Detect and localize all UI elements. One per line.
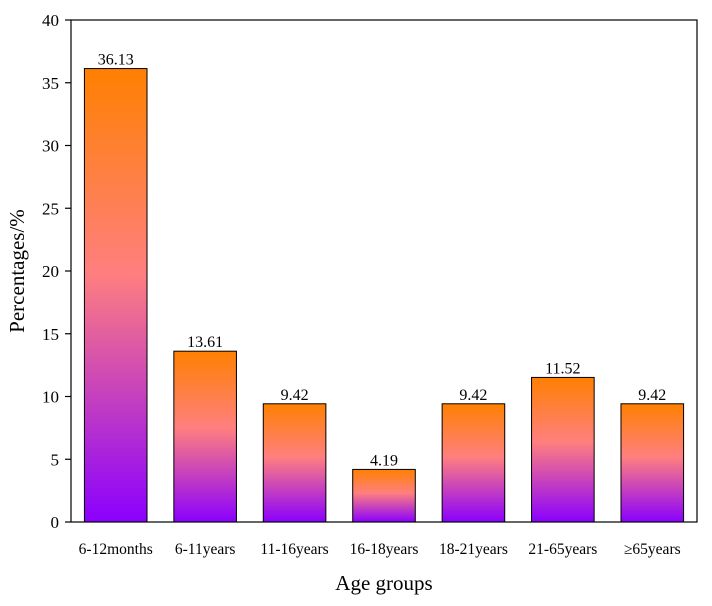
- data-label-6: 9.42: [638, 387, 666, 404]
- y-tick-label: 30: [42, 137, 59, 156]
- x-tick-label-5: 21-65years: [528, 541, 597, 558]
- x-tick-label-1: 6-11years: [175, 541, 236, 558]
- bar-2: [262, 403, 327, 523]
- x-tick-label-3: 16-18years: [350, 541, 419, 558]
- y-tick-label: 35: [42, 74, 59, 93]
- data-label-0: 36.13: [98, 52, 134, 69]
- data-label-4: 9.42: [459, 387, 487, 404]
- bar-4: [441, 403, 506, 523]
- plot-frame: [70, 19, 698, 523]
- y-axis-title: Percentages/%: [5, 209, 29, 333]
- bars-group: [83, 68, 685, 523]
- data-labels-group: 36.13 13.61 9.42 4.19 9.42 11.52 9.42: [98, 52, 667, 470]
- y-tick-label: 25: [42, 199, 59, 218]
- bar-3: [352, 468, 416, 523]
- data-label-2: 9.42: [281, 387, 309, 404]
- x-tick-label-6: ≥65years: [624, 541, 681, 558]
- y-tick-label: 40: [42, 11, 59, 30]
- x-axis-title: Age groups: [335, 571, 432, 595]
- bar-0: [83, 68, 148, 523]
- bar-5: [531, 376, 595, 523]
- y-tick-label: 10: [42, 388, 59, 407]
- y-tick-label: 15: [42, 325, 59, 344]
- data-label-5: 11.52: [545, 360, 580, 377]
- x-axis: 6-12months 6-11years 11-16years 16-18years 1…: [79, 541, 681, 558]
- y-tick-label: 20: [42, 262, 59, 281]
- x-tick-label-2: 11-16years: [260, 541, 328, 558]
- data-label-1: 13.61: [187, 334, 223, 351]
- bar-6: [620, 403, 685, 523]
- y-axis: 0 5 10 15 20 25 30 35 40: [42, 11, 71, 532]
- data-label-3: 4.19: [370, 452, 398, 469]
- x-tick-label-0: 6-12months: [79, 541, 153, 558]
- bar-1: [173, 350, 237, 523]
- y-tick-label: 5: [51, 450, 60, 469]
- y-tick-label: 0: [51, 513, 60, 532]
- x-tick-label-4: 18-21years: [439, 541, 508, 558]
